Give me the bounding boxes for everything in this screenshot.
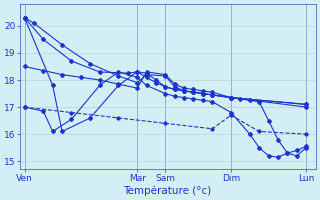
X-axis label: Température (°c): Température (°c) <box>124 185 212 196</box>
